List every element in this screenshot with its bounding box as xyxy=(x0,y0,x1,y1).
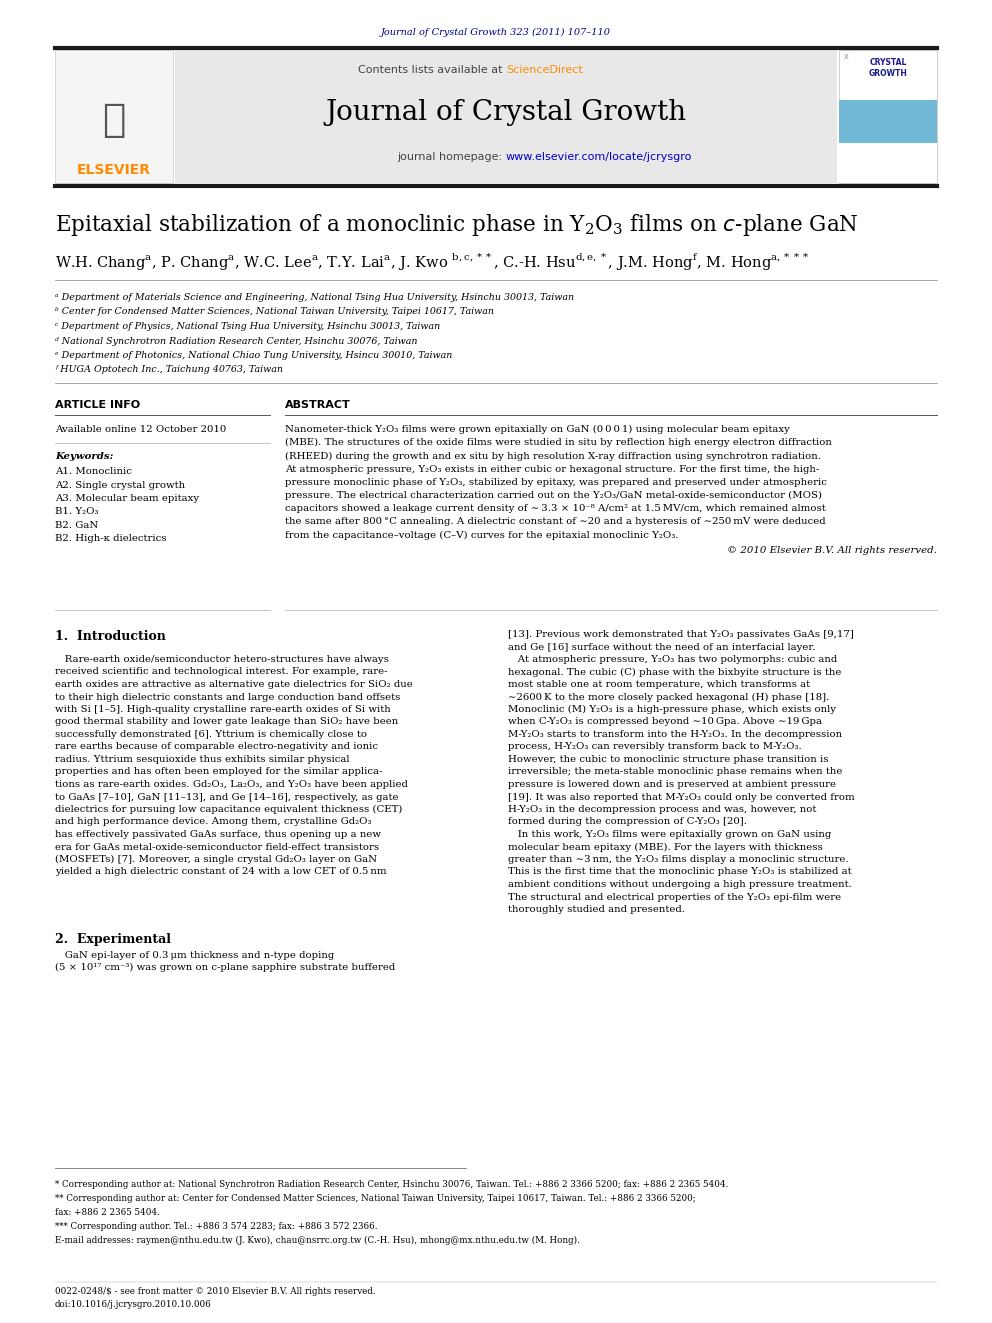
Text: Available online 12 October 2010: Available online 12 October 2010 xyxy=(55,425,226,434)
Text: W.H. Chang$^{\mathregular{a}}$, P. Chang$^{\mathregular{a}}$, W.C. Lee$^{\mathre: W.H. Chang$^{\mathregular{a}}$, P. Chang… xyxy=(55,251,809,273)
Text: pressure. The electrical characterization carried out on the Y₂O₃/GaN metal-oxid: pressure. The electrical characterizatio… xyxy=(285,491,822,500)
Text: 🌲: 🌲 xyxy=(102,101,126,139)
Text: molecular beam epitaxy (MBE). For the layers with thickness: molecular beam epitaxy (MBE). For the la… xyxy=(508,843,822,852)
Text: GaN epi-layer of 0.3 μm thickness and n-type doping: GaN epi-layer of 0.3 μm thickness and n-… xyxy=(55,950,334,959)
Text: This is the first time that the monoclinic phase Y₂O₃ is stabilized at: This is the first time that the monoclin… xyxy=(508,868,851,877)
Text: with Si [1–5]. High-quality crystalline rare-earth oxides of Si with: with Si [1–5]. High-quality crystalline … xyxy=(55,705,391,714)
Text: At atmospheric pressure, Y₂O₃ exists in either cubic or hexagonal structure. For: At atmospheric pressure, Y₂O₃ exists in … xyxy=(285,464,819,474)
Text: ᶠ HUGA Optotech Inc., Taichung 40763, Taiwan: ᶠ HUGA Optotech Inc., Taichung 40763, Ta… xyxy=(55,365,283,374)
Text: to GaAs [7–10], GaN [11–13], and Ge [14–16], respectively, as gate: to GaAs [7–10], GaN [11–13], and Ge [14–… xyxy=(55,792,399,802)
Text: radius. Yttrium sesquioxide thus exhibits similar physical: radius. Yttrium sesquioxide thus exhibit… xyxy=(55,755,349,763)
Text: ᵃ Department of Materials Science and Engineering, National Tsing Hua University: ᵃ Department of Materials Science and En… xyxy=(55,292,574,302)
Text: ᵉ Department of Photonics, National Chiao Tung University, Hsincu 30010, Taiwan: ᵉ Department of Photonics, National Chia… xyxy=(55,351,452,360)
Text: [19]. It was also reported that M-Y₂O₃ could only be converted from: [19]. It was also reported that M-Y₂O₃ c… xyxy=(508,792,855,802)
Text: Monoclinic (M) Y₂O₃ is a high-pressure phase, which exists only: Monoclinic (M) Y₂O₃ is a high-pressure p… xyxy=(508,705,836,714)
Text: Keywords:: Keywords: xyxy=(55,452,113,460)
Text: has effectively passivated GaAs surface, thus opening up a new: has effectively passivated GaAs surface,… xyxy=(55,830,381,839)
Bar xyxy=(839,101,937,143)
Text: *** Corresponding author. Tel.: +886 3 574 2283; fax: +886 3 572 2366.: *** Corresponding author. Tel.: +886 3 5… xyxy=(55,1222,378,1230)
Text: ᶜ Department of Physics, National Tsing Hua University, Hsinchu 30013, Taiwan: ᶜ Department of Physics, National Tsing … xyxy=(55,321,440,331)
Text: B2. High-κ dielectrics: B2. High-κ dielectrics xyxy=(55,534,167,544)
Text: formed during the compression of C-Y₂O₃ [20].: formed during the compression of C-Y₂O₃ … xyxy=(508,818,747,827)
Bar xyxy=(55,50,173,183)
Text: and high performance device. Among them, crystalline Gd₂O₃: and high performance device. Among them,… xyxy=(55,818,371,827)
Text: [13]. Previous work demonstrated that Y₂O₃ passivates GaAs [9,17]: [13]. Previous work demonstrated that Y₂… xyxy=(508,630,854,639)
Text: Journal of Crystal Growth: Journal of Crystal Growth xyxy=(325,99,686,127)
Text: ELSEVIER: ELSEVIER xyxy=(77,163,151,177)
Text: earth oxides are attractive as alternative gate dielectrics for SiO₂ due: earth oxides are attractive as alternati… xyxy=(55,680,413,689)
Text: pressure is lowered down and is preserved at ambient pressure: pressure is lowered down and is preserve… xyxy=(508,781,836,789)
Text: doi:10.1016/j.jcrysgro.2010.10.006: doi:10.1016/j.jcrysgro.2010.10.006 xyxy=(55,1301,211,1308)
Text: Journal of Crystal Growth 323 (2011) 107–110: Journal of Crystal Growth 323 (2011) 107… xyxy=(381,28,611,37)
Text: CRYSTAL
GROWTH: CRYSTAL GROWTH xyxy=(869,58,908,78)
Text: pressure monoclinic phase of Y₂O₃, stabilized by epitaxy, was prepared and prese: pressure monoclinic phase of Y₂O₃, stabi… xyxy=(285,478,827,487)
Text: when C-Y₂O₃ is compressed beyond ∼10 Gpa. Above ∼19 Gpa: when C-Y₂O₃ is compressed beyond ∼10 Gpa… xyxy=(508,717,822,726)
Text: ABSTRACT: ABSTRACT xyxy=(285,400,351,410)
Bar xyxy=(839,50,937,183)
Text: ** Corresponding author at: Center for Condensed Matter Sciences, National Taiwa: ** Corresponding author at: Center for C… xyxy=(55,1193,695,1203)
Text: successfully demonstrated [6]. Yttrium is chemically close to: successfully demonstrated [6]. Yttrium i… xyxy=(55,730,367,740)
Text: (5 × 10¹⁷ cm⁻³) was grown on c-plane sapphire substrate buffered: (5 × 10¹⁷ cm⁻³) was grown on c-plane sap… xyxy=(55,963,395,972)
Text: Contents lists available at: Contents lists available at xyxy=(358,65,506,75)
Text: the same after 800 °C annealing. A dielectric constant of ∼20 and a hysteresis o: the same after 800 °C annealing. A diele… xyxy=(285,517,825,527)
Text: (MBE). The structures of the oxide films were studied in situ by reflection high: (MBE). The structures of the oxide films… xyxy=(285,438,832,447)
Text: journal homepage:: journal homepage: xyxy=(398,152,506,161)
Text: © 2010 Elsevier B.V. All rights reserved.: © 2010 Elsevier B.V. All rights reserved… xyxy=(727,546,937,554)
Text: ᵈ National Synchrotron Radiation Research Center, Hsinchu 30076, Taiwan: ᵈ National Synchrotron Radiation Researc… xyxy=(55,336,418,345)
Text: irreversible; the meta-stable monoclinic phase remains when the: irreversible; the meta-stable monoclinic… xyxy=(508,767,842,777)
Text: A2. Single crystal growth: A2. Single crystal growth xyxy=(55,480,186,490)
Text: A1. Monoclinic: A1. Monoclinic xyxy=(55,467,132,476)
Text: In this work, Y₂O₃ films were epitaxially grown on GaN using: In this work, Y₂O₃ films were epitaxiall… xyxy=(508,830,831,839)
Text: greater than ∼3 nm, the Y₂O₃ films display a monoclinic structure.: greater than ∼3 nm, the Y₂O₃ films displ… xyxy=(508,855,848,864)
Text: thoroughly studied and presented.: thoroughly studied and presented. xyxy=(508,905,685,914)
Bar xyxy=(839,143,937,183)
Text: process, H-Y₂O₃ can reversibly transform back to M-Y₂O₃.: process, H-Y₂O₃ can reversibly transform… xyxy=(508,742,802,751)
Text: hexagonal. The cubic (C) phase with the bixbyite structure is the: hexagonal. The cubic (C) phase with the … xyxy=(508,668,841,676)
Text: Epitaxial stabilization of a monoclinic phase in $\mathregular{Y_2O_3}$ films on: Epitaxial stabilization of a monoclinic … xyxy=(55,212,859,238)
Text: X: X xyxy=(844,54,849,60)
Text: fax: +886 2 2365 5404.: fax: +886 2 2365 5404. xyxy=(55,1208,160,1217)
Text: 1.  Introduction: 1. Introduction xyxy=(55,630,166,643)
Text: * Corresponding author at: National Synchrotron Radiation Research Center, Hsinc: * Corresponding author at: National Sync… xyxy=(55,1180,728,1189)
Text: (MOSFETs) [7]. Moreover, a single crystal Gd₂O₃ layer on GaN: (MOSFETs) [7]. Moreover, a single crysta… xyxy=(55,855,377,864)
Text: A3. Molecular beam epitaxy: A3. Molecular beam epitaxy xyxy=(55,493,199,503)
Text: tions as rare-earth oxides. Gd₂O₃, La₂O₃, and Y₂O₃ have been applied: tions as rare-earth oxides. Gd₂O₃, La₂O₃… xyxy=(55,781,408,789)
Text: Nanometer-thick Y₂O₃ films were grown epitaxially on GaN (0 0 0 1) using molecul: Nanometer-thick Y₂O₃ films were grown ep… xyxy=(285,425,790,434)
Bar xyxy=(175,50,837,183)
Text: received scientific and technological interest. For example, rare-: received scientific and technological in… xyxy=(55,668,388,676)
Text: 0022-0248/$ - see front matter © 2010 Elsevier B.V. All rights reserved.: 0022-0248/$ - see front matter © 2010 El… xyxy=(55,1287,376,1297)
Text: At atmospheric pressure, Y₂O₃ has two polymorphs: cubic and: At atmospheric pressure, Y₂O₃ has two po… xyxy=(508,655,837,664)
Text: (RHEED) during the growth and ex situ by high resolution X-ray diffraction using: (RHEED) during the growth and ex situ by… xyxy=(285,451,821,460)
Text: Rare-earth oxide/semiconductor hetero-structures have always: Rare-earth oxide/semiconductor hetero-st… xyxy=(55,655,389,664)
Text: ᵇ Center for Condensed Matter Sciences, National Taiwan University, Taipei 10617: ᵇ Center for Condensed Matter Sciences, … xyxy=(55,307,494,316)
Text: H-Y₂O₃ in the decompression process and was, however, not: H-Y₂O₃ in the decompression process and … xyxy=(508,804,816,814)
Text: The structural and electrical properties of the Y₂O₃ epi-film were: The structural and electrical properties… xyxy=(508,893,841,901)
Text: ∼2600 K to the more closely packed hexagonal (H) phase [18].: ∼2600 K to the more closely packed hexag… xyxy=(508,692,829,701)
Text: www.elsevier.com/locate/jcrysgro: www.elsevier.com/locate/jcrysgro xyxy=(506,152,692,161)
Text: to their high dielectric constants and large conduction band offsets: to their high dielectric constants and l… xyxy=(55,692,401,701)
Text: dielectrics for pursuing low capacitance equivalent thickness (CET): dielectrics for pursuing low capacitance… xyxy=(55,804,403,814)
Text: ambient conditions without undergoing a high pressure treatment.: ambient conditions without undergoing a … xyxy=(508,880,852,889)
Text: rare earths because of comparable electro-negativity and ionic: rare earths because of comparable electr… xyxy=(55,742,378,751)
Text: yielded a high dielectric constant of 24 with a low CET of 0.5 nm: yielded a high dielectric constant of 24… xyxy=(55,868,387,877)
Text: However, the cubic to monoclinic structure phase transition is: However, the cubic to monoclinic structu… xyxy=(508,755,828,763)
Text: M-Y₂O₃ starts to transform into the H-Y₂O₃. In the decompression: M-Y₂O₃ starts to transform into the H-Y₂… xyxy=(508,730,842,740)
Text: 2.  Experimental: 2. Experimental xyxy=(55,933,171,946)
Text: era for GaAs metal-oxide-semiconductor field-effect transistors: era for GaAs metal-oxide-semiconductor f… xyxy=(55,843,379,852)
Text: B1. Y₂O₃: B1. Y₂O₃ xyxy=(55,508,98,516)
Text: E-mail addresses: raymen@nthu.edu.tw (J. Kwo), chau@nsrrc.org.tw (C.-H. Hsu), mh: E-mail addresses: raymen@nthu.edu.tw (J.… xyxy=(55,1236,580,1245)
Text: and Ge [16] surface without the need of an interfacial layer.: and Ge [16] surface without the need of … xyxy=(508,643,815,651)
Text: from the capacitance–voltage (C–V) curves for the epitaxial monoclinic Y₂O₃.: from the capacitance–voltage (C–V) curve… xyxy=(285,531,679,540)
Text: properties and has often been employed for the similar applica-: properties and has often been employed f… xyxy=(55,767,382,777)
Text: good thermal stability and lower gate leakage than SiO₂ have been: good thermal stability and lower gate le… xyxy=(55,717,398,726)
Text: capacitors showed a leakage current density of ∼ 3.3 × 10⁻⁸ A/cm² at 1.5 MV/cm, : capacitors showed a leakage current dens… xyxy=(285,504,825,513)
Text: most stable one at room temperature, which transforms at: most stable one at room temperature, whi… xyxy=(508,680,810,689)
Text: ScienceDirect: ScienceDirect xyxy=(506,65,582,75)
Text: B2. GaN: B2. GaN xyxy=(55,521,98,531)
Text: ARTICLE INFO: ARTICLE INFO xyxy=(55,400,140,410)
